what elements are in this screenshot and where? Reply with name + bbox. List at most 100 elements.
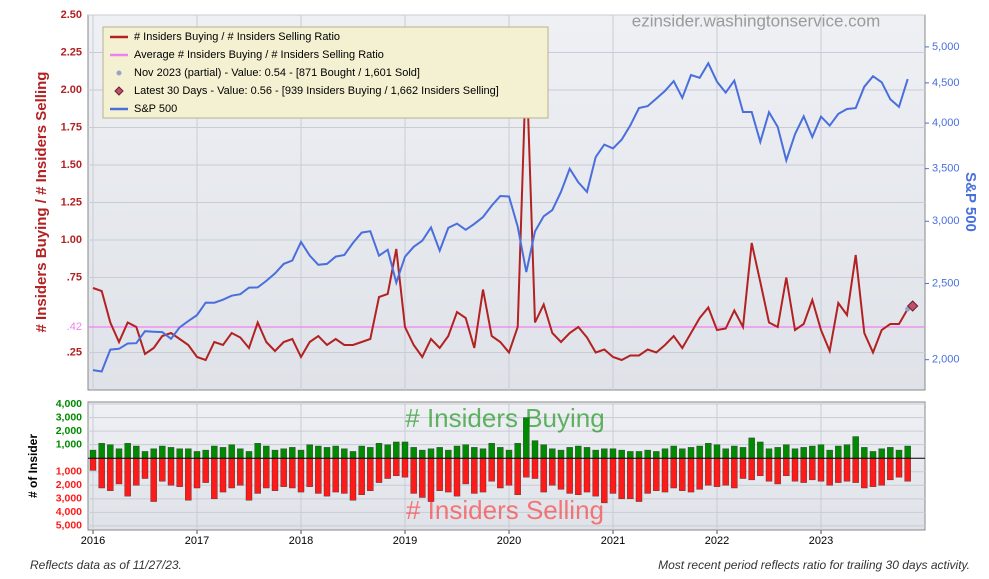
y-tick-label: 1.00 (61, 234, 82, 246)
bar (306, 458, 313, 487)
bar (505, 458, 513, 486)
bar (531, 440, 539, 459)
bar (410, 458, 417, 494)
bar (167, 458, 175, 486)
average-label: .42 (67, 321, 82, 333)
series-label: # Insiders Selling (406, 495, 604, 525)
footnote: Reflects data as of 11/27/23. (30, 558, 182, 572)
bar (445, 449, 452, 459)
bar (159, 458, 166, 482)
bar (237, 458, 244, 486)
bar (817, 444, 825, 459)
bar (341, 448, 348, 459)
bar (89, 449, 97, 459)
y-tick-label: 5,000 (56, 520, 82, 532)
bar (471, 458, 478, 494)
bar (462, 444, 469, 459)
bar (635, 458, 643, 502)
bar (809, 445, 816, 459)
bar (427, 448, 435, 459)
bar (843, 458, 851, 482)
legend-swatch (116, 70, 122, 76)
bar (627, 451, 634, 459)
bar (705, 458, 712, 486)
bar (557, 449, 565, 459)
bar (263, 445, 270, 459)
y-tick-label: 2,000 (56, 479, 82, 491)
bar (263, 458, 270, 489)
bar (271, 458, 279, 491)
bar (661, 448, 669, 459)
bar (141, 458, 149, 479)
bar (124, 443, 131, 459)
bar (869, 451, 877, 459)
bar (583, 447, 591, 459)
y-tick-label: 1,000 (56, 438, 82, 450)
legend-swatch (114, 86, 124, 96)
bar (791, 458, 799, 482)
bar (323, 458, 331, 497)
y-tick-label: 4,000 (56, 398, 82, 410)
bar (713, 444, 721, 459)
y2-tick-label: 2,500 (932, 277, 960, 289)
bar (852, 458, 859, 483)
bar (826, 449, 833, 459)
bar (185, 458, 192, 501)
bar (757, 441, 764, 459)
legend: # Insiders Buying / # Insiders Selling R… (102, 26, 549, 119)
y-tick-label: .75 (67, 271, 82, 283)
bar (341, 458, 348, 494)
bar (809, 458, 816, 481)
bar (904, 445, 911, 459)
bar (895, 449, 903, 459)
bar (115, 448, 123, 459)
bar (462, 458, 469, 485)
y-tick-label: 1.25 (61, 196, 82, 208)
bar (176, 448, 183, 459)
bar (271, 449, 279, 459)
bar (757, 458, 764, 477)
legend-label: Average # Insiders Buying / # Insiders S… (134, 49, 384, 61)
x-tick-label: 2016 (81, 535, 105, 547)
bar (670, 458, 677, 489)
bar (557, 458, 565, 490)
y-tick-label: 1.50 (61, 159, 82, 171)
bar (367, 447, 374, 459)
bar (835, 458, 842, 483)
bar (887, 458, 894, 481)
bar (549, 458, 556, 486)
bar (384, 444, 391, 459)
bar (332, 445, 339, 459)
x-tick-label: 2021 (601, 535, 625, 547)
legend-label: Nov 2023 (partial) - Value: 0.54 - [871 … (134, 67, 420, 79)
bar (653, 458, 660, 491)
bar (297, 458, 305, 493)
bar (479, 448, 487, 459)
bar (471, 447, 478, 459)
bar (159, 445, 166, 459)
bar (566, 458, 573, 494)
y-tick-label: 2,000 (56, 425, 82, 437)
footnote: Most recent period reflects ratio for tr… (658, 558, 970, 572)
bar (540, 444, 547, 459)
bar (627, 458, 634, 500)
bar (115, 458, 123, 485)
bar (349, 458, 357, 501)
bar (436, 458, 443, 491)
x-tick-label: 2020 (497, 535, 521, 547)
bar (705, 443, 712, 459)
bar (748, 437, 755, 459)
bar (315, 458, 322, 494)
y2-tick-label: 4,000 (932, 117, 960, 129)
bar (133, 458, 140, 486)
bar (211, 458, 218, 500)
bar (791, 448, 799, 459)
bar (592, 449, 599, 459)
bar (869, 458, 877, 487)
bar (367, 458, 374, 491)
bar (800, 458, 807, 483)
bar (635, 451, 643, 459)
bar (150, 458, 157, 502)
bar (843, 444, 851, 459)
bar (904, 458, 911, 482)
